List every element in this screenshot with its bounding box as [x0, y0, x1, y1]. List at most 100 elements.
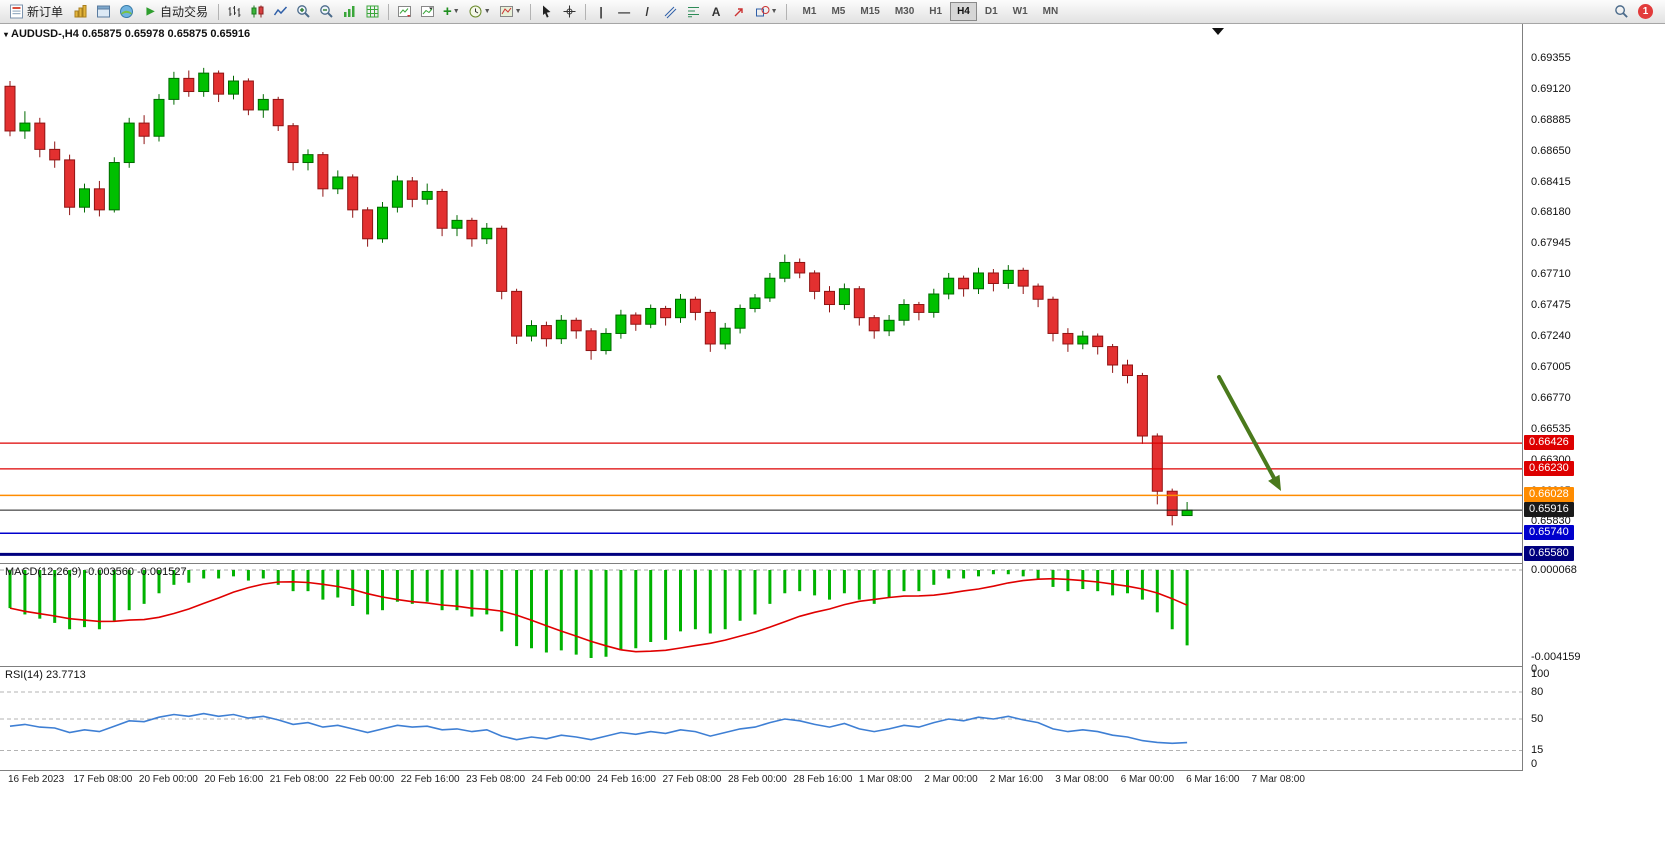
candle: [1017, 269, 1029, 287]
arrows-tool-button[interactable]: [729, 1, 750, 22]
price-axis[interactable]: 0.69355 0.69120 0.68885 0.68650 0.68415 0.681…: [1522, 24, 1665, 771]
shapes-tool-button[interactable]: ▼: [752, 1, 781, 22]
zoom-out-icon: [320, 5, 333, 18]
candle: [332, 176, 344, 190]
window-icon: [97, 5, 111, 18]
macd-panel[interactable]: MACD(12,26,9) -0.003560 -0.001527: [0, 564, 1522, 667]
timeframe-button-m1[interactable]: M1: [796, 2, 824, 21]
trend-arrow-annotation[interactable]: [1217, 375, 1276, 480]
candle: [958, 277, 970, 290]
toolbar-separator: [584, 3, 586, 20]
candle: [1047, 298, 1059, 334]
timeframe-button-m15[interactable]: M15: [853, 2, 886, 21]
channel-tool-button[interactable]: [660, 1, 681, 22]
candle: [49, 148, 61, 161]
candle: [1136, 375, 1148, 437]
candlestick-type-button[interactable]: [247, 1, 268, 22]
template-chart-icon: [499, 6, 513, 17]
candle: [645, 307, 657, 325]
candlestick-icon: [251, 5, 264, 18]
zoom-in-button[interactable]: [293, 1, 314, 22]
zoom-out-button[interactable]: [316, 1, 337, 22]
candle: [123, 122, 135, 164]
time-axis-label: 22 Feb 00:00: [335, 774, 395, 785]
timeframe-group: M1 M5 M15 M30 H1 H4 D1 W1 MN: [796, 2, 1066, 21]
time-axis[interactable]: 16 Feb 2023 17 Feb 08:00 20 Feb 00:00 20 Fe…: [0, 771, 1522, 791]
toolbar-separator: [218, 3, 220, 20]
search-button[interactable]: [1611, 1, 1632, 22]
candle: [228, 80, 239, 95]
line-chart-type-button[interactable]: [270, 1, 291, 22]
macd-svg: [0, 569, 1522, 659]
candle: [138, 122, 150, 137]
candle: [853, 288, 865, 319]
fibonacci-tool-button[interactable]: [683, 1, 704, 22]
toolbar-separator: [785, 3, 787, 20]
auto-trading-button[interactable]: ▶ 自动交易: [139, 1, 213, 22]
candle: [630, 314, 642, 325]
macd-axis-label: -0.004159: [1531, 651, 1581, 663]
price-axis-label: 0.68180: [1531, 206, 1571, 219]
macd-label: MACD(12,26,9) -0.003560 -0.001527: [5, 566, 187, 578]
horizontal-line-tool-button[interactable]: —: [614, 1, 635, 22]
candle: [198, 72, 210, 93]
candle: [421, 190, 433, 200]
time-axis-label: 2 Mar 00:00: [924, 774, 978, 785]
price-tag: 0.66028: [1524, 487, 1574, 503]
chart-shift-marker[interactable]: [1212, 28, 1224, 35]
timeframe-button-h4[interactable]: H4: [950, 2, 977, 21]
trendline-tool-button[interactable]: /: [637, 1, 658, 22]
candle: [734, 307, 746, 329]
chevron-down-icon: ▼: [452, 8, 460, 15]
navigator-button[interactable]: [116, 1, 137, 22]
candle: [317, 154, 329, 190]
candle: [257, 98, 269, 111]
candle: [898, 304, 910, 321]
rsi-axis-label: 50: [1531, 713, 1544, 725]
charts-toolbar-button[interactable]: [70, 1, 91, 22]
rsi-axis-label: 15: [1531, 744, 1544, 756]
shapes-icon: [755, 6, 770, 17]
timeframe-button-w1[interactable]: W1: [1006, 2, 1035, 21]
candle: [287, 125, 299, 164]
candle: [585, 330, 597, 352]
candle: [675, 298, 686, 319]
candle: [600, 332, 612, 352]
auto-scroll-icon: [398, 6, 412, 17]
candle: [794, 261, 806, 274]
candle: [347, 176, 359, 211]
timeframe-button-mn[interactable]: MN: [1036, 2, 1066, 21]
timeframe-button-d1[interactable]: D1: [978, 2, 1005, 21]
market-watch-button[interactable]: [93, 1, 114, 22]
vertical-line-tool-button[interactable]: |: [591, 1, 612, 22]
timeframe-button-m30[interactable]: M30: [888, 2, 921, 21]
add-indicator-button[interactable]: + ▼: [440, 1, 463, 22]
rsi-panel[interactable]: RSI(14) 23.7713: [0, 667, 1522, 771]
periods-button[interactable]: ▼: [465, 1, 494, 22]
new-order-button[interactable]: 新订单: [4, 1, 68, 22]
candle: [570, 319, 582, 332]
time-axis-label: 24 Feb 16:00: [597, 774, 656, 785]
timeframe-button-h1[interactable]: H1: [922, 2, 949, 21]
indicators-button[interactable]: [339, 1, 360, 22]
price-axis-label: 0.68650: [1531, 144, 1571, 157]
text-tool-button[interactable]: A: [706, 1, 727, 22]
templates-button[interactable]: ▼: [496, 1, 525, 22]
text-tool-icon: A: [711, 4, 721, 19]
bar-chart-type-button[interactable]: [224, 1, 245, 22]
price-axis-label: 0.68415: [1531, 175, 1571, 188]
crosshair-tool-button[interactable]: [559, 1, 580, 22]
rsi-axis-label: 0: [1531, 758, 1538, 770]
notification-badge[interactable]: 1: [1638, 4, 1653, 19]
chart-shift-button[interactable]: [417, 1, 438, 22]
cursor-tool-button[interactable]: [536, 1, 557, 22]
grid-icon: [366, 5, 379, 18]
candle: [1166, 490, 1178, 517]
grid-button[interactable]: [362, 1, 383, 22]
auto-scroll-button[interactable]: [394, 1, 415, 22]
symbol-info: ▾ AUDUSD-,H4 0.65875 0.65978 0.65875 0.6…: [4, 28, 250, 40]
candle: [451, 219, 463, 229]
timeframe-button-m5[interactable]: M5: [824, 2, 852, 21]
main-chart-panel[interactable]: ▾ AUDUSD-,H4 0.65875 0.65978 0.65875 0.6…: [0, 24, 1522, 564]
candle: [719, 327, 731, 345]
